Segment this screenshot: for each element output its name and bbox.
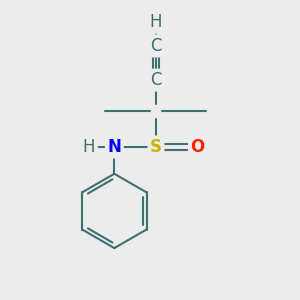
Text: N: N	[107, 138, 121, 156]
Text: O: O	[190, 138, 205, 156]
Text: H: H	[150, 13, 162, 31]
Text: C: C	[150, 37, 162, 55]
Text: C: C	[150, 71, 162, 89]
Text: H: H	[83, 138, 95, 156]
Text: S: S	[150, 138, 162, 156]
